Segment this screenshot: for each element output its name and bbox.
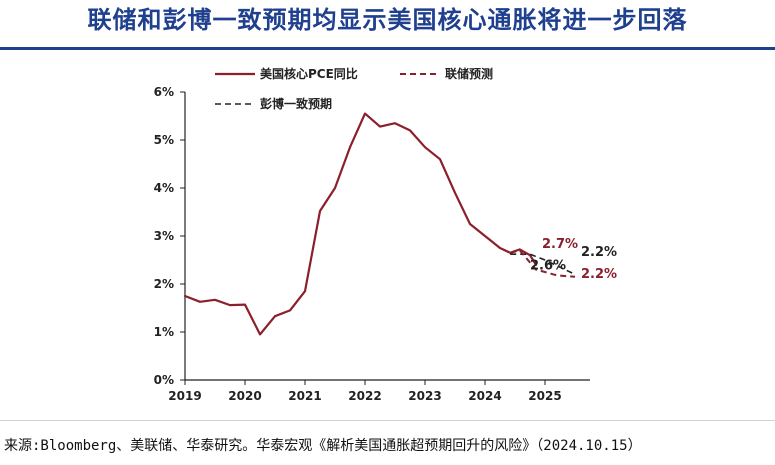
y-ticks <box>180 91 185 381</box>
x-tick-label-2025: 2025 <box>528 389 561 403</box>
legend-label-bloomberg-consensus: 彭博一致预期 <box>260 96 332 111</box>
x-tick-label-2022: 2022 <box>348 389 381 403</box>
y-tick-label-4: 4% <box>154 181 174 195</box>
y-tick-label-1: 1% <box>154 325 174 339</box>
annotation-fed-2-7: 2.7% <box>542 237 578 252</box>
series-line-core-pce <box>183 112 538 336</box>
y-tick-label-3: 3% <box>154 229 174 243</box>
legend-item-bloomberg-consensus: 彭博一致预期 <box>215 96 332 111</box>
legend-label-fed-forecast: 联储预测 <box>445 66 493 81</box>
x-tick-label-2024: 2024 <box>468 389 501 403</box>
annotation-bbg-2-6: 2.6% <box>530 259 566 274</box>
plot-area: 0% 1% 2% 3% 4% 5% 6% 2019 2020 2021 2022… <box>154 85 617 403</box>
core-pce-chart: 0% 1% 2% 3% 4% 5% 6% 2019 2020 2021 2022… <box>154 66 617 403</box>
chart-title: 联储和彭博一致预期均显示美国核心通胀将进一步回落 <box>87 6 688 34</box>
x-ticks <box>184 380 546 385</box>
legend-item-core-pce: 美国核心PCE同比 <box>215 66 358 81</box>
legend-item-fed-forecast: 联储预测 <box>400 66 493 81</box>
x-tick-label-2019: 2019 <box>168 389 201 403</box>
title-divider <box>0 47 775 50</box>
footer-divider <box>0 420 775 421</box>
annotation-bbg-2-2: 2.2% <box>581 245 617 260</box>
y-tick-label-0: 0% <box>154 373 174 387</box>
legend-label-core-pce: 美国核心PCE同比 <box>260 66 358 81</box>
x-tick-labels: 2019 2020 2021 2022 2023 2024 2025 <box>168 389 561 403</box>
annotation-fed-2-2: 2.2% <box>581 267 617 282</box>
y-tick-label-5: 5% <box>154 133 174 147</box>
x-tick-label-2023: 2023 <box>408 389 441 403</box>
x-tick-label-2021: 2021 <box>288 389 321 403</box>
legend: 美国核心PCE同比 联储预测 彭博一致预期 <box>215 66 493 111</box>
x-tick-label-2020: 2020 <box>228 389 261 403</box>
y-tick-labels: 0% 1% 2% 3% 4% 5% 6% <box>154 85 174 387</box>
y-tick-label-6: 6% <box>154 85 174 99</box>
source-note: 来源:Bloomberg、美联储、华泰研究。华泰宏观《解析美国通胀超预期回升的风… <box>4 438 642 454</box>
y-tick-label-2: 2% <box>154 277 174 291</box>
